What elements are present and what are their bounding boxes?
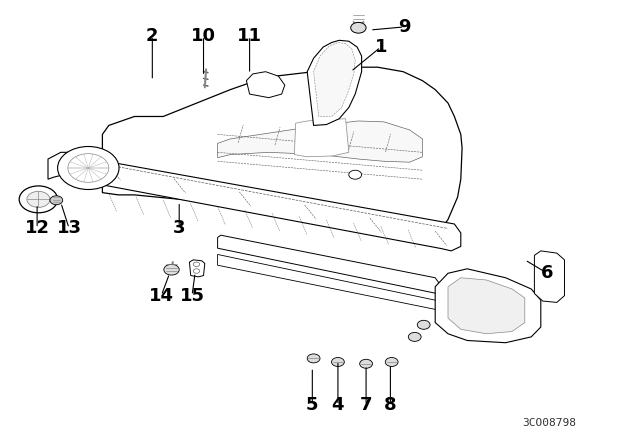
Circle shape xyxy=(193,262,200,267)
Circle shape xyxy=(27,191,50,207)
Polygon shape xyxy=(189,260,205,277)
Circle shape xyxy=(58,146,119,190)
Text: 9: 9 xyxy=(398,18,411,36)
Text: 8: 8 xyxy=(384,396,397,414)
Polygon shape xyxy=(246,72,285,98)
Polygon shape xyxy=(448,278,525,334)
Text: 7: 7 xyxy=(360,396,372,414)
Text: 5: 5 xyxy=(306,396,319,414)
Polygon shape xyxy=(218,121,422,162)
Circle shape xyxy=(307,354,320,363)
Text: 4: 4 xyxy=(332,396,344,414)
Text: 2: 2 xyxy=(146,27,159,45)
Polygon shape xyxy=(534,251,564,302)
Polygon shape xyxy=(48,152,461,251)
Circle shape xyxy=(193,269,200,273)
Circle shape xyxy=(385,358,398,366)
Circle shape xyxy=(351,22,366,33)
Circle shape xyxy=(164,264,179,275)
Text: 12: 12 xyxy=(24,220,50,237)
Circle shape xyxy=(50,196,63,205)
Polygon shape xyxy=(294,119,349,157)
Polygon shape xyxy=(218,235,442,293)
Circle shape xyxy=(68,154,109,182)
Polygon shape xyxy=(307,40,362,125)
Text: 10: 10 xyxy=(191,27,216,45)
Text: 13: 13 xyxy=(56,220,82,237)
Circle shape xyxy=(332,358,344,366)
Circle shape xyxy=(19,186,58,213)
Circle shape xyxy=(408,332,421,341)
Circle shape xyxy=(417,320,430,329)
Polygon shape xyxy=(314,43,355,116)
Polygon shape xyxy=(435,269,541,343)
Circle shape xyxy=(360,359,372,368)
Text: 15: 15 xyxy=(179,287,205,305)
Text: 3CO08798: 3CO08798 xyxy=(522,418,576,428)
Text: 1: 1 xyxy=(374,38,387,56)
Text: 6: 6 xyxy=(541,264,554,282)
Text: 11: 11 xyxy=(237,27,262,45)
Text: 14: 14 xyxy=(148,287,174,305)
Circle shape xyxy=(349,170,362,179)
Polygon shape xyxy=(218,254,445,311)
Text: 3: 3 xyxy=(173,220,186,237)
Polygon shape xyxy=(102,67,462,233)
